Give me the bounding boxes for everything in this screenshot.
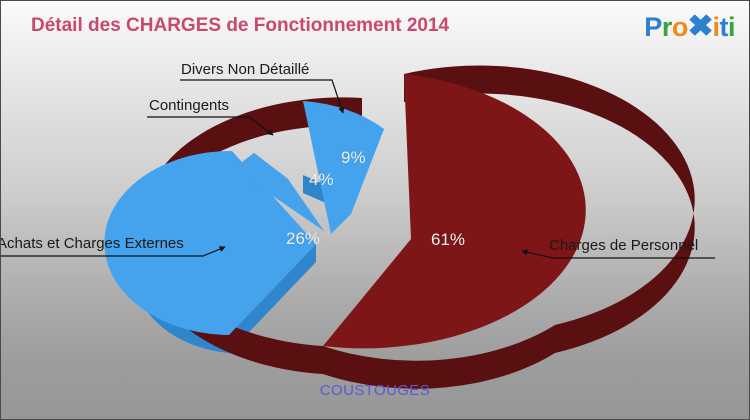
slice-value-divers: 9% <box>341 148 366 167</box>
slice-top-contingents[interactable] <box>233 153 324 231</box>
slice-label-divers: Divers Non Détaillé <box>181 61 310 78</box>
slice-value-contingents: 4% <box>309 170 334 189</box>
logo-letter-i1: i <box>712 12 720 42</box>
slice-top-achats[interactable] <box>104 150 317 335</box>
logo-letter-x: ✖ <box>687 10 714 43</box>
logo-letter-t: t <box>719 12 728 42</box>
commune-name: COUSTOUGES <box>319 382 431 399</box>
leader-line-achats <box>1 246 226 257</box>
slice-value-personnel: 61% <box>431 230 466 249</box>
slice-top-divers-inner <box>303 101 384 234</box>
logo-letter-o: o <box>671 12 689 42</box>
leader-line-personnel <box>521 249 715 259</box>
proxiti-logo[interactable]: Pro✖iti <box>644 11 735 43</box>
slice-label-personnel: Charges de Personnel <box>549 237 699 254</box>
logo-letter-i2: i <box>727 12 736 42</box>
slice-label-achats: Achats et Charges Externes <box>0 235 184 252</box>
leader-line-contingents <box>147 116 274 136</box>
slice-top-personnel[interactable] <box>323 74 586 349</box>
logo-letter-r: r <box>661 12 673 42</box>
page-title: Détail des CHARGES de Fonctionnement 201… <box>31 15 450 36</box>
callout-lines <box>1 79 715 259</box>
slice-label-contingents: Contingents <box>149 97 230 114</box>
leader-line-divers <box>180 79 345 114</box>
slice-value-achats: 26% <box>286 229 321 248</box>
logo-letter-p: P <box>644 12 662 42</box>
